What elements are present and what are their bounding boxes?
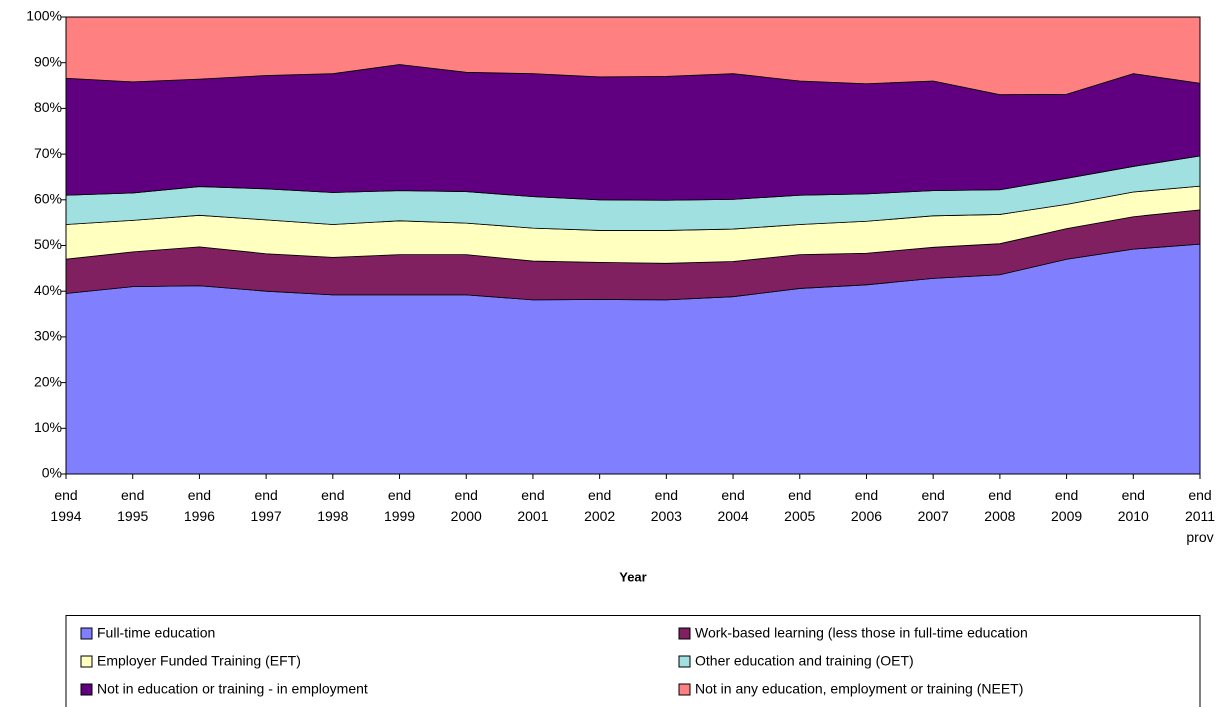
x-tick-label: end 2000 bbox=[451, 487, 482, 524]
x-tick-label: end 2006 bbox=[851, 487, 882, 524]
x-tick-label: end 2011 prov bbox=[1185, 487, 1215, 545]
x-tick-label: end 1998 bbox=[317, 487, 348, 524]
legend-box bbox=[65, 615, 1201, 707]
x-tick-label: end 1994 bbox=[50, 487, 81, 524]
y-tick-label: 10% bbox=[34, 419, 62, 435]
x-tick-label: end 2002 bbox=[584, 487, 615, 524]
y-tick-label: 50% bbox=[34, 236, 62, 252]
y-tick-label: 100% bbox=[26, 8, 62, 24]
legend-label: Not in any education, employment or trai… bbox=[695, 681, 1023, 697]
y-tick-label: 0% bbox=[42, 465, 62, 481]
x-tick-label: end 1995 bbox=[117, 487, 148, 524]
legend-label: Work-based learning (less those in full-… bbox=[695, 625, 1028, 641]
y-tick-label: 40% bbox=[34, 282, 62, 298]
x-tick-label: end 2007 bbox=[918, 487, 949, 524]
legend-label: Full-time education bbox=[97, 625, 215, 641]
legend-label: Employer Funded Training (EFT) bbox=[97, 653, 301, 669]
x-tick-label: end 2005 bbox=[784, 487, 815, 524]
y-tick-label: 70% bbox=[34, 145, 62, 161]
y-tick-label: 20% bbox=[34, 373, 62, 389]
x-tick-label: end 1997 bbox=[251, 487, 282, 524]
y-tick-label: 90% bbox=[34, 53, 62, 69]
legend-swatch bbox=[678, 627, 691, 640]
y-tick-label: 80% bbox=[34, 99, 62, 115]
legend-swatch bbox=[80, 655, 93, 668]
x-tick-label: end 2008 bbox=[984, 487, 1015, 524]
y-tick-label: 30% bbox=[34, 328, 62, 344]
legend-label: Not in education or training - in employ… bbox=[97, 681, 368, 697]
x-tick-label: end 2009 bbox=[1051, 487, 1082, 524]
x-tick-label: end 1996 bbox=[184, 487, 215, 524]
legend-swatch bbox=[80, 683, 93, 696]
legend-swatch bbox=[80, 627, 93, 640]
x-tick-label: end 2001 bbox=[517, 487, 548, 524]
x-tick-label: end 2010 bbox=[1118, 487, 1149, 524]
legend-label: Other education and training (OET) bbox=[695, 653, 914, 669]
x-tick-label: end 1999 bbox=[384, 487, 415, 524]
x-tick-label: end 2004 bbox=[717, 487, 748, 524]
y-tick-label: 60% bbox=[34, 191, 62, 207]
x-tick-label: end 2003 bbox=[651, 487, 682, 524]
x-axis-label: Year bbox=[619, 569, 646, 584]
legend-swatch bbox=[678, 655, 691, 668]
legend-swatch bbox=[678, 683, 691, 696]
